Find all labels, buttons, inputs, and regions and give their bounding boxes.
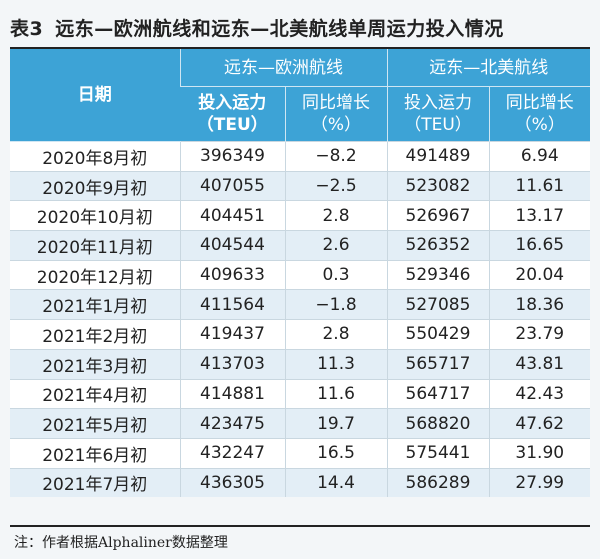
group-header-north-america: 远东—北美航线 xyxy=(386,49,590,87)
na-growth-cell: 42.43 xyxy=(488,378,590,409)
group-header-europe: 远东—欧洲航线 xyxy=(179,49,387,87)
na-growth-cell: 20.04 xyxy=(488,259,590,290)
europe-capacity-cell: 407055 xyxy=(179,170,285,201)
na-growth-cell: 11.61 xyxy=(488,170,590,201)
sub-header-growth: 同比增长 （%） xyxy=(284,86,387,142)
na-growth-cell: 16.65 xyxy=(488,230,590,261)
na-capacity-cell: 568820 xyxy=(386,408,489,439)
europe-capacity-cell: 423475 xyxy=(179,408,285,439)
na-capacity-cell: 491489 xyxy=(386,141,489,172)
date-cell: 2020年12月初 xyxy=(10,259,180,290)
date-cell: 2021年5月初 xyxy=(10,408,180,439)
table-body: 2020年8月初 396349 −8.2 491489 6.94 2020年9月初 4070… xyxy=(10,141,590,498)
europe-capacity-cell: 432247 xyxy=(179,437,285,469)
table-row: 2021年1月初 411564 −1.8 527085 18.36 xyxy=(10,289,590,320)
europe-capacity-cell: 411564 xyxy=(179,289,285,320)
europe-growth-cell: 16.5 xyxy=(284,437,387,469)
date-cell: 2020年9月初 xyxy=(10,170,180,201)
na-growth-cell: 13.17 xyxy=(488,200,590,231)
na-growth-cell: 43.81 xyxy=(488,348,590,379)
na-growth-cell: 23.79 xyxy=(488,319,590,350)
table-row: 2021年4月初 414881 11.6 564717 42.43 xyxy=(10,378,590,409)
europe-growth-cell: −1.8 xyxy=(284,289,387,320)
date-cell: 2021年4月初 xyxy=(10,378,180,409)
sub-header-capacity: 投入运力 （TEU） xyxy=(180,86,285,142)
europe-growth-cell: −2.5 xyxy=(284,170,387,201)
na-capacity-cell: 550429 xyxy=(386,319,489,350)
na-capacity-cell: 565717 xyxy=(386,348,489,379)
table-number: 表3 xyxy=(10,18,44,40)
europe-growth-cell: −8.2 xyxy=(284,141,387,172)
date-cell: 2020年11月初 xyxy=(10,230,180,261)
na-capacity-cell: 526352 xyxy=(386,230,489,261)
na-growth-cell: 47.62 xyxy=(488,408,590,439)
na-capacity-cell: 575441 xyxy=(386,437,489,469)
na-capacity-cell: 564717 xyxy=(386,378,489,409)
na-growth-cell: 31.90 xyxy=(488,437,590,469)
europe-growth-cell: 0.3 xyxy=(284,259,387,290)
table-title: 表3 远东—欧洲航线和远东—北美航线单周运力投入情况 xyxy=(10,14,600,41)
europe-growth-cell: 14.4 xyxy=(284,467,387,498)
na-capacity-cell: 529346 xyxy=(386,259,489,290)
sub-header-growth: 同比增长 （%） xyxy=(488,86,590,142)
europe-capacity-cell: 414881 xyxy=(179,378,285,409)
europe-capacity-cell: 436305 xyxy=(179,467,285,498)
date-cell: 2021年3月初 xyxy=(10,348,180,379)
date-cell: 2021年7月初 xyxy=(10,467,180,498)
date-header: 日期 xyxy=(10,49,180,142)
europe-growth-cell: 11.6 xyxy=(284,378,387,409)
date-cell: 2021年2月初 xyxy=(10,319,180,350)
table-row: 2020年11月初 404544 2.6 526352 16.65 xyxy=(10,230,590,261)
na-capacity-cell: 586289 xyxy=(386,467,489,498)
europe-capacity-cell: 419437 xyxy=(179,319,285,350)
na-capacity-cell: 523082 xyxy=(386,170,489,201)
europe-capacity-cell: 404544 xyxy=(179,230,285,261)
europe-growth-cell: 19.7 xyxy=(284,408,387,439)
europe-capacity-cell: 409633 xyxy=(179,259,285,290)
na-growth-cell: 27.99 xyxy=(488,467,590,498)
europe-capacity-cell: 404451 xyxy=(179,200,285,231)
bottom-rule xyxy=(10,525,590,527)
date-cell: 2021年1月初 xyxy=(10,289,180,320)
europe-growth-cell: 11.3 xyxy=(284,348,387,379)
table-row: 2021年2月初 419437 2.8 550429 23.79 xyxy=(10,319,590,350)
table-title-text: 远东—欧洲航线和远东—北美航线单周运力投入情况 xyxy=(55,18,504,40)
sub-header-capacity: 投入运力 （TEU） xyxy=(386,86,489,142)
europe-capacity-cell: 413703 xyxy=(179,348,285,379)
date-cell: 2021年6月初 xyxy=(10,437,180,469)
top-rule xyxy=(10,47,590,49)
table-row: 2021年3月初 413703 11.3 565717 43.81 xyxy=(10,348,590,379)
date-cell: 2020年10月初 xyxy=(10,200,180,231)
table-row: 2021年7月初 436305 14.4 586289 27.99 xyxy=(10,467,590,498)
table-row: 2020年8月初 396349 −8.2 491489 6.94 xyxy=(10,141,590,172)
date-cell: 2020年8月初 xyxy=(10,141,180,172)
table-row: 2020年12月初 409633 0.3 529346 20.04 xyxy=(10,259,590,290)
europe-growth-cell: 2.8 xyxy=(284,200,387,231)
na-capacity-cell: 527085 xyxy=(386,289,489,320)
europe-capacity-cell: 396349 xyxy=(179,141,285,172)
na-growth-cell: 18.36 xyxy=(488,289,590,320)
source-note: 注：作者根据Alphaliner数据整理 xyxy=(14,535,228,551)
europe-growth-cell: 2.8 xyxy=(284,319,387,350)
na-capacity-cell: 526967 xyxy=(386,200,489,231)
table-row: 2021年6月初 432247 16.5 575441 31.90 xyxy=(10,437,590,469)
table-row: 2020年9月初 407055 −2.5 523082 11.61 xyxy=(10,170,590,201)
na-growth-cell: 6.94 xyxy=(488,141,590,172)
europe-growth-cell: 2.6 xyxy=(284,230,387,261)
table-row: 2020年10月初 404451 2.8 526967 13.17 xyxy=(10,200,590,231)
table-row: 2021年5月初 423475 19.7 568820 47.62 xyxy=(10,408,590,439)
capacity-table: 日期 远东—欧洲航线 远东—北美航线 投入运力 （TEU） 同比增长 （%） 投入运… xyxy=(10,49,590,498)
